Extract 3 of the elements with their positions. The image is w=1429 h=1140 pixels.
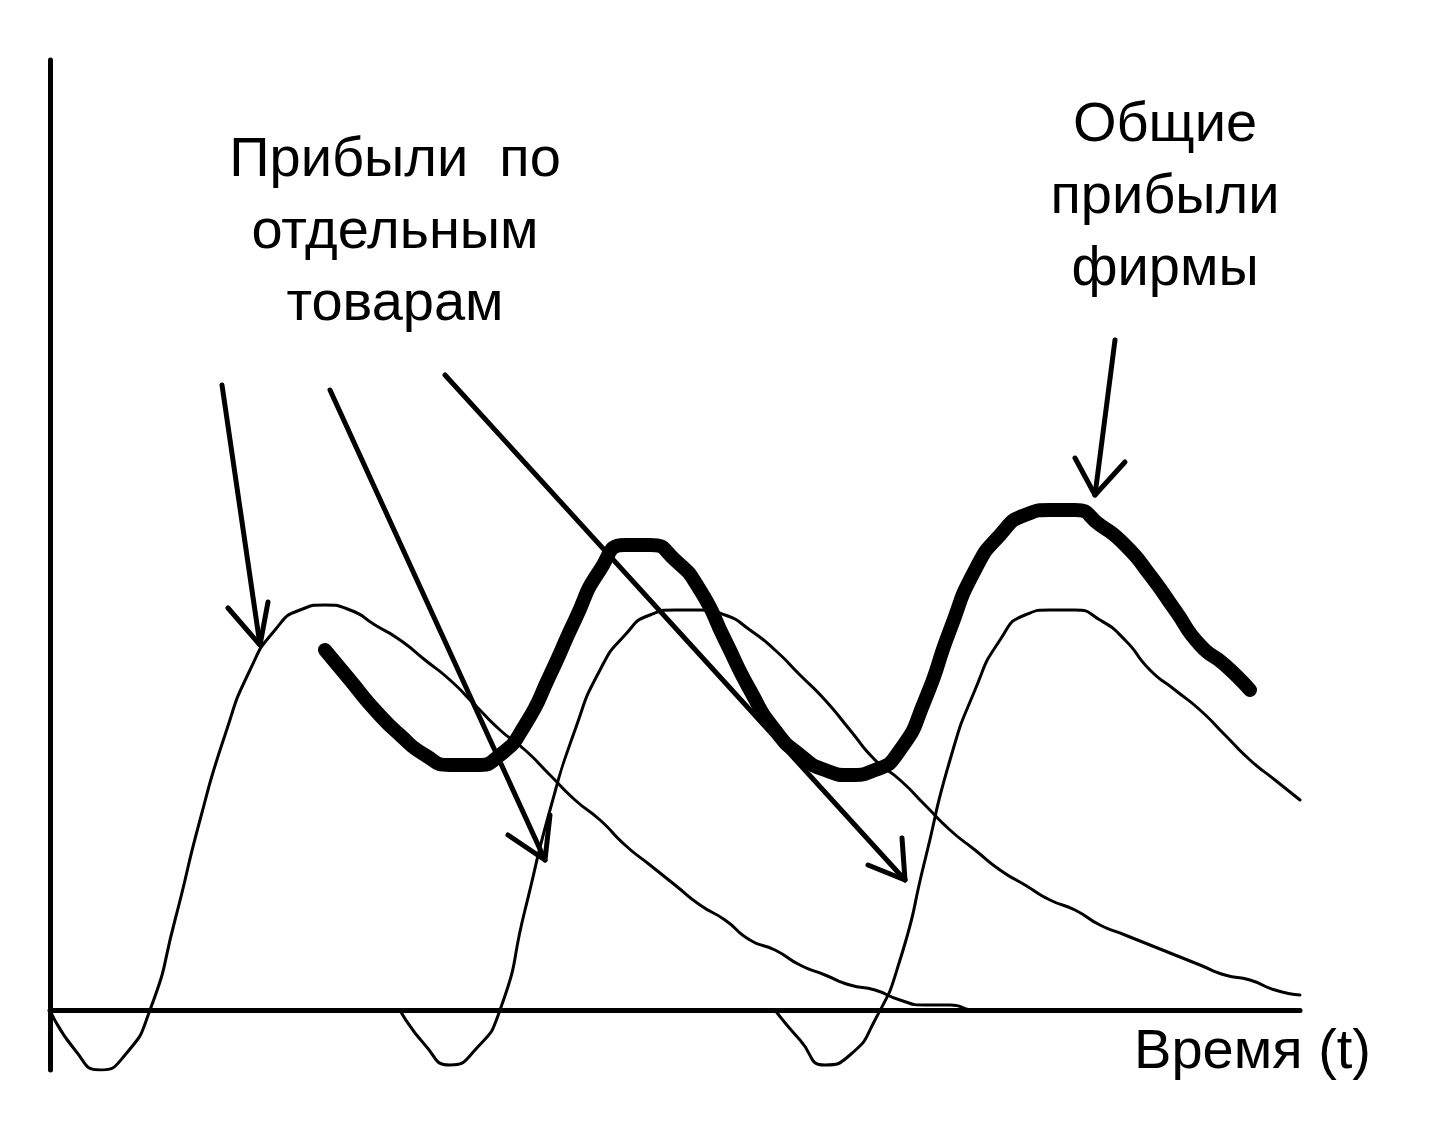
text: Общие прибыли фирмы (1050, 89, 1280, 297)
x-axis-title: Время (t) (1134, 1016, 1372, 1080)
text: Прибыли по отдельным товарам (229, 124, 561, 332)
